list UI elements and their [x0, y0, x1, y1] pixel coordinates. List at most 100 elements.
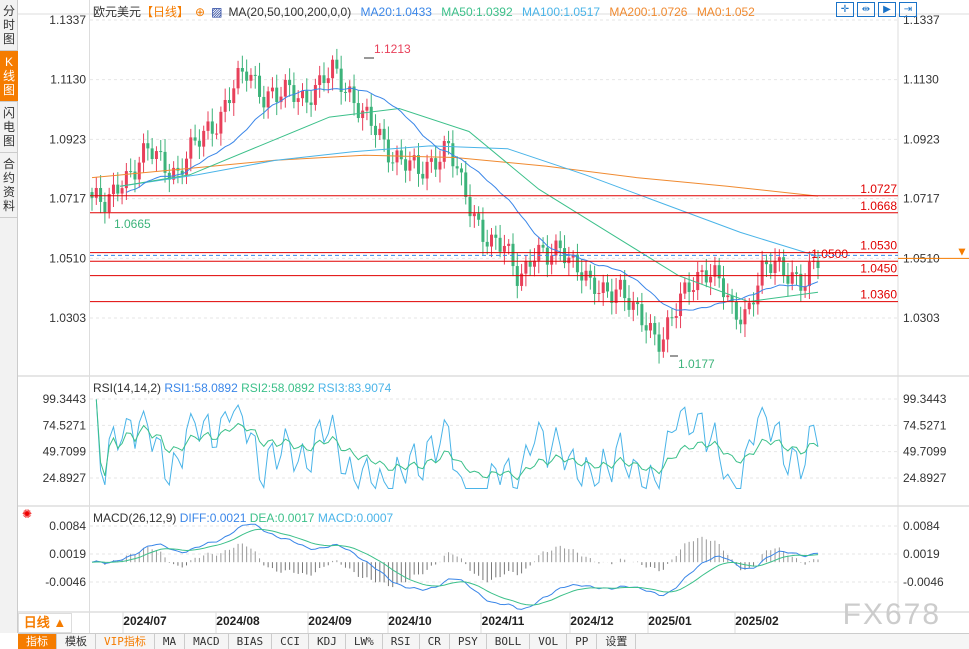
rsi-legend: RSI(14,14,2) RSI1:58.0892 RSI2:58.0892 R…: [93, 381, 391, 395]
candle-body: [146, 143, 150, 149]
candle-body: [760, 260, 764, 286]
candle-body: [249, 74, 253, 81]
candle-body: [180, 170, 184, 175]
candle-body: [459, 168, 463, 173]
candle-body: [107, 194, 111, 213]
settings-icon[interactable]: ⊕: [195, 5, 206, 19]
candle-body: [339, 68, 343, 92]
indicator-button[interactable]: CCI: [272, 634, 309, 649]
indicator-button[interactable]: LW%: [346, 634, 383, 649]
dea-line: [91, 528, 819, 606]
indicator-button[interactable]: VIP指标: [96, 634, 155, 649]
rsi1-value: RSI1:58.0892: [164, 381, 238, 395]
play-forward-icon[interactable]: ▶: [878, 2, 896, 17]
candle-body: [185, 158, 189, 175]
ma-chart-icon[interactable]: ▨: [211, 5, 223, 19]
indicator-toolbar: 指标 模板 VIP指标 MA MACD BIAS CCI KDJ LW% RSI CR PSY BOLL…: [18, 633, 969, 649]
candle-body: [554, 240, 558, 256]
rsi-left-tick: 49.7099: [43, 445, 87, 459]
candle-body: [348, 86, 352, 93]
candle-body: [747, 302, 751, 310]
candle-body: [90, 192, 94, 198]
candle-body: [365, 106, 369, 111]
tab-timeshare[interactable]: 分时图: [0, 0, 18, 51]
rsi-left-tick: 99.3443: [43, 392, 87, 406]
candle-body: [769, 264, 773, 273]
ma20-line: [126, 87, 819, 311]
x-axis-tick: 2024/09: [308, 614, 352, 628]
candle-body: [455, 166, 459, 169]
candle-body: [197, 140, 201, 147]
candle-body: [275, 87, 279, 103]
zoom-range-icon[interactable]: ⇹: [857, 2, 875, 17]
candle-body: [292, 85, 296, 102]
symbol-name: 欧元美元: [93, 5, 142, 19]
x-axis-tick: 2024/11: [482, 614, 525, 628]
candle-body: [442, 140, 446, 162]
candle-body: [700, 270, 704, 272]
candle-body: [300, 90, 304, 99]
candle-body: [661, 339, 665, 352]
candle-body: [730, 295, 734, 302]
candle-body: [124, 171, 128, 189]
indicator-button[interactable]: BOLL: [487, 634, 531, 649]
indicator-button[interactable]: RSI: [383, 634, 420, 649]
indicator-button[interactable]: 设置: [597, 634, 637, 649]
rsi-left-tick: 24.8927: [43, 471, 87, 485]
candle-body: [356, 103, 360, 119]
indicator-button[interactable]: MA: [155, 634, 186, 649]
candle-body: [623, 279, 627, 299]
level-label: 1.0668: [860, 199, 897, 213]
tab-flash[interactable]: 闪电图: [0, 102, 18, 153]
candle-body: [399, 150, 403, 160]
candle-body: [322, 75, 326, 84]
candle-body: [567, 257, 571, 264]
candle-body: [575, 254, 579, 273]
candle-body: [193, 137, 197, 141]
tab-kline[interactable]: K线图: [0, 51, 18, 102]
candle-body: [219, 111, 223, 134]
candle-body: [386, 139, 390, 163]
indicator-button[interactable]: PP: [567, 634, 598, 649]
candle-body: [477, 213, 481, 220]
candle-body: [734, 301, 738, 320]
indicator-button[interactable]: BIAS: [229, 634, 273, 649]
scroll-end-icon[interactable]: ⇥: [899, 2, 917, 17]
rsi1-line: [95, 399, 819, 491]
x-axis-tick: 2024/10: [388, 614, 432, 628]
rsi-right-tick: 99.3443: [903, 392, 947, 406]
right-price-tick: 1.0923: [903, 132, 940, 146]
candle-body: [163, 151, 167, 173]
indicator-button[interactable]: CR: [420, 634, 450, 649]
candle-body: [258, 75, 262, 97]
candle-body: [296, 98, 300, 102]
candle-body: [227, 99, 231, 104]
indicator-button[interactable]: MACD: [185, 634, 229, 649]
ma0-value: MA0:1.052: [696, 5, 755, 19]
candle-body: [799, 273, 803, 291]
candle-body: [752, 302, 756, 305]
candle-body: [816, 260, 820, 269]
candle-body: [305, 90, 309, 103]
indicator-button[interactable]: 指标: [18, 634, 57, 649]
candle-body: [657, 334, 661, 352]
macd-settings-icon[interactable]: ✺: [22, 507, 33, 521]
x-axis-tick: 2024/07: [123, 614, 167, 628]
candle-body: [490, 234, 494, 247]
indicator-button[interactable]: KDJ: [309, 634, 346, 649]
candle-body: [412, 155, 416, 161]
tab-contract-info[interactable]: 合约资料: [0, 153, 18, 218]
period-selector[interactable]: 日线 ▲: [18, 613, 72, 633]
indicator-button[interactable]: PSY: [450, 634, 487, 649]
macd-right-tick: 0.0019: [903, 547, 940, 561]
x-axis-tick: 2025/02: [735, 614, 779, 628]
candle-body: [524, 261, 528, 274]
right-price-tick: 1.0303: [903, 311, 940, 325]
indicator-button[interactable]: VOL: [530, 634, 568, 649]
indicator-button[interactable]: 模板: [57, 634, 96, 649]
level-label: 1.0530: [860, 239, 897, 253]
crosshair-icon[interactable]: ✛: [836, 2, 854, 17]
rsi-right-tick: 24.8927: [903, 471, 947, 485]
candle-body: [150, 148, 154, 159]
